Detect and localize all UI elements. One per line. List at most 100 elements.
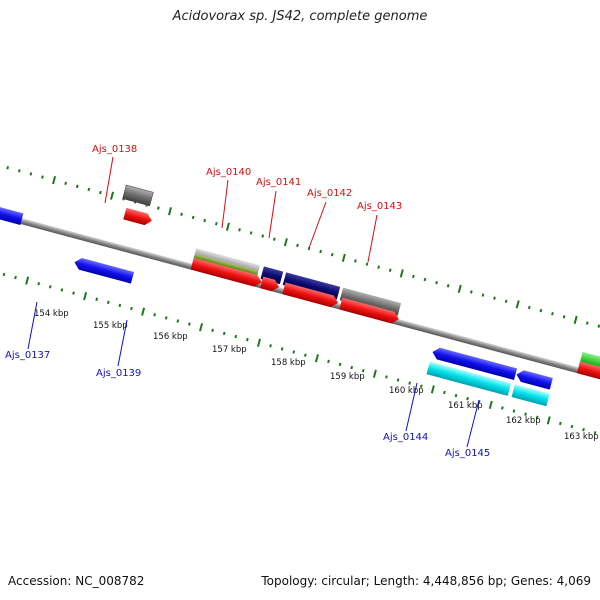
minor-tick bbox=[423, 277, 427, 282]
minor-tick bbox=[446, 284, 450, 288]
minor-tick bbox=[539, 308, 543, 313]
minor-tick bbox=[261, 234, 265, 238]
major-tick bbox=[457, 284, 462, 293]
minor-tick bbox=[214, 221, 218, 226]
minor-tick bbox=[501, 406, 504, 410]
minor-tick bbox=[211, 328, 214, 333]
label-leader-line bbox=[405, 382, 418, 432]
inner-scale-ring bbox=[2, 272, 597, 435]
reverse-cds bbox=[0, 198, 553, 390]
minor-tick bbox=[37, 282, 41, 286]
major-tick bbox=[110, 191, 115, 200]
minor-tick bbox=[408, 381, 412, 385]
minor-tick bbox=[412, 274, 415, 279]
scale-label: 159 kbp bbox=[330, 372, 365, 382]
gene-label[interactable]: Ajs_0144 bbox=[383, 432, 428, 443]
gene-feature[interactable] bbox=[122, 184, 154, 207]
minor-tick bbox=[585, 321, 589, 325]
minor-tick bbox=[130, 306, 133, 311]
major-tick bbox=[430, 385, 435, 394]
minor-tick bbox=[527, 305, 531, 310]
major-tick bbox=[283, 238, 288, 247]
label-leader-line bbox=[104, 156, 114, 204]
minor-tick bbox=[164, 316, 168, 320]
cds-arrow[interactable] bbox=[0, 198, 24, 225]
gene-label[interactable]: Ajs_0143 bbox=[357, 201, 402, 212]
minor-tick bbox=[396, 378, 400, 382]
minor-tick bbox=[14, 275, 17, 280]
minor-tick bbox=[303, 353, 307, 357]
cds-arrow[interactable] bbox=[73, 256, 135, 284]
gene-feature[interactable] bbox=[282, 272, 341, 300]
minor-tick bbox=[365, 262, 369, 266]
minor-tick bbox=[292, 350, 296, 354]
major-tick bbox=[199, 323, 204, 332]
minor-tick bbox=[29, 172, 33, 176]
major-tick bbox=[341, 253, 346, 262]
minor-tick bbox=[330, 252, 334, 257]
gene-feature[interactable] bbox=[194, 248, 261, 272]
label-leader-line bbox=[308, 201, 327, 249]
cds-arrow[interactable] bbox=[282, 282, 339, 309]
minor-tick bbox=[272, 237, 276, 241]
minor-tick bbox=[280, 347, 284, 351]
cds-arrow[interactable] bbox=[190, 257, 264, 288]
gene-label[interactable]: Ajs_0141 bbox=[256, 177, 301, 188]
minor-tick bbox=[481, 293, 485, 297]
minor-tick bbox=[296, 243, 299, 248]
minor-tick bbox=[95, 297, 99, 301]
minor-tick bbox=[203, 218, 207, 223]
minor-tick bbox=[493, 296, 496, 300]
minor-tick bbox=[385, 375, 388, 379]
minor-tick bbox=[307, 246, 311, 251]
major-tick bbox=[52, 176, 57, 185]
gene-label[interactable]: Ajs_0138 bbox=[92, 144, 137, 155]
major-tick bbox=[372, 369, 377, 378]
gene-label[interactable]: Ajs_0145 bbox=[445, 448, 490, 459]
major-tick bbox=[167, 207, 172, 216]
label-leader-line bbox=[268, 190, 277, 239]
minor-tick bbox=[454, 393, 458, 398]
minor-tick bbox=[87, 187, 91, 192]
gene-labels: Ajs_0138 Ajs_0140 Ajs_0141 Ajs_0142 Ajs_0143… bbox=[5, 144, 490, 459]
major-tick bbox=[399, 269, 404, 278]
gene-feature[interactable] bbox=[193, 254, 259, 277]
major-tick bbox=[573, 315, 578, 325]
scale-labels: 154 kbp 155 kbp 156 kbp 157 kbp 158 kbp 159 k… bbox=[34, 309, 599, 442]
cds-arrow[interactable] bbox=[123, 207, 153, 227]
minor-tick bbox=[176, 319, 180, 323]
label-leader-line bbox=[466, 399, 480, 448]
minor-tick bbox=[593, 431, 597, 435]
minor-tick bbox=[361, 368, 365, 373]
genome-summary-text: Topology: circular; Length: 4,448,856 bp… bbox=[261, 574, 591, 588]
minor-tick bbox=[75, 184, 79, 189]
scale-label: 158 kbp bbox=[271, 358, 306, 368]
cds-arrow[interactable] bbox=[431, 346, 518, 381]
minor-tick bbox=[354, 259, 357, 263]
gene-feature[interactable] bbox=[511, 384, 550, 407]
cds-arrow[interactable] bbox=[339, 297, 400, 325]
label-leader-line bbox=[117, 319, 128, 367]
gene-label[interactable]: Ajs_0142 bbox=[307, 188, 352, 199]
minor-tick bbox=[118, 303, 122, 308]
major-tick bbox=[25, 276, 30, 285]
minor-tick bbox=[269, 344, 272, 348]
cds-arrow[interactable] bbox=[260, 276, 280, 293]
minor-tick bbox=[562, 315, 566, 319]
gene-feature[interactable] bbox=[339, 287, 402, 316]
gene-label[interactable]: Ajs_0140 bbox=[206, 167, 251, 178]
minor-tick bbox=[570, 424, 574, 429]
scale-label: 162 kbp bbox=[506, 416, 541, 426]
gene-label[interactable]: Ajs_0137 bbox=[5, 350, 50, 361]
scale-label: 161 kbp bbox=[448, 401, 483, 411]
cds-arrow[interactable] bbox=[576, 361, 600, 396]
minor-tick bbox=[17, 169, 21, 173]
cds-arrow[interactable] bbox=[515, 369, 553, 390]
minor-tick bbox=[60, 288, 64, 292]
major-tick bbox=[256, 338, 261, 347]
scale-label: 160 kbp bbox=[389, 386, 424, 396]
major-tick bbox=[546, 416, 551, 425]
gene-label[interactable]: Ajs_0139 bbox=[96, 368, 141, 379]
gene-feature[interactable] bbox=[426, 361, 512, 396]
minor-tick bbox=[388, 268, 392, 272]
